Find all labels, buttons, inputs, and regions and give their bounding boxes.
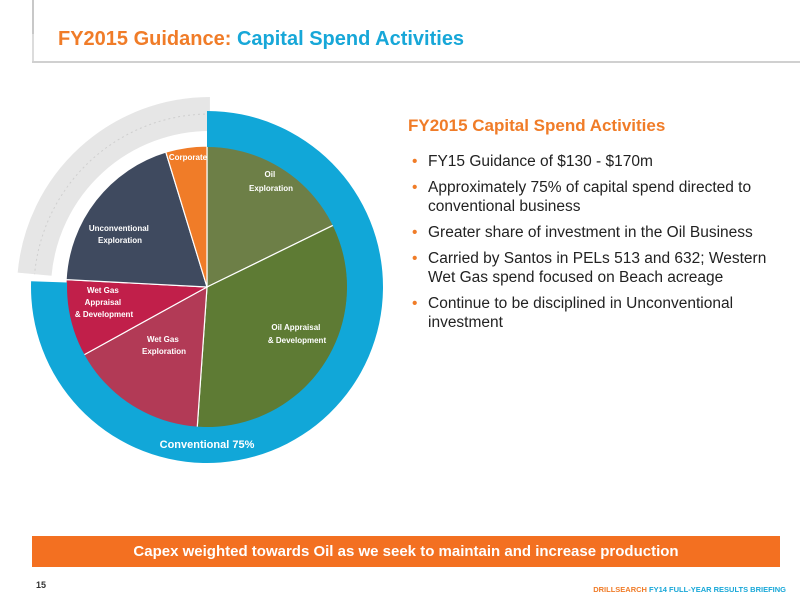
bullet-dot-icon: •: [412, 224, 418, 241]
bullet-dot-icon: •: [412, 179, 418, 196]
conventional-ring-label: Conventional 75%: [160, 439, 255, 451]
bullet-list: • FY15 Guidance of $130 - $170m • Approxim…: [410, 152, 785, 339]
label-line: & Development: [75, 310, 134, 319]
bullet-dot-icon: •: [412, 153, 418, 170]
slice-labels: Oil Exploration Oil Appraisal & Developm…: [75, 153, 327, 356]
label-line: Exploration: [142, 347, 186, 356]
label-corporate: Corporate: [169, 153, 208, 162]
bullet-item: • Continue to be disciplined in Unconvent…: [410, 294, 785, 332]
label-line: Appraisal: [85, 298, 121, 307]
bullet-text: Greater share of investment in the Oil B…: [428, 224, 753, 241]
label-line: Oil Appraisal: [271, 323, 320, 332]
label-wet-gas-exploration: Wet Gas Exploration: [142, 335, 186, 356]
bullet-dot-icon: •: [412, 250, 418, 267]
label-oil-appraisal-development: Oil Appraisal & Development: [268, 323, 327, 345]
footer-caption: FY14 FULL-YEAR RESULTS BRIEFING: [649, 585, 786, 594]
bullet-text: FY15 Guidance of $130 - $170m: [428, 153, 653, 170]
page-number: 15: [36, 580, 47, 590]
key-message-banner: Capex weighted towards Oil as we seek to…: [32, 536, 780, 567]
outer-ring-guide: [17, 97, 211, 277]
slice-unconventional-exploration: [65, 151, 208, 288]
label-line: Wet Gas: [87, 286, 119, 295]
label-line: Oil: [265, 170, 276, 179]
header-accent-rule-lower: [32, 34, 34, 62]
label-line: Unconventional: [89, 224, 149, 233]
label-line: & Development: [268, 336, 327, 345]
footer-brand-name: DRILLSEARCH: [593, 585, 647, 594]
bullet-item: • Approximately 75% of capital spend dire…: [410, 178, 785, 216]
label-line: Exploration: [249, 184, 293, 193]
bullet-item: • Carried by Santos in PELs 513 and 632; …: [410, 249, 785, 287]
label-line: Corporate: [169, 153, 208, 162]
slice-corporate: [165, 145, 208, 288]
header-accent-rule: [32, 0, 34, 34]
page-title-prefix: FY2015 Guidance:: [58, 28, 232, 50]
label-oil-exploration: Oil Exploration: [249, 170, 293, 193]
title-divider: [32, 61, 800, 63]
panel-subheading: FY2015 Capital Spend Activities: [408, 116, 666, 135]
page-title-highlight: Capital Spend Activities: [236, 28, 465, 50]
bullet-text: Approximately 75% of capital spend direc…: [428, 179, 752, 215]
capital-spend-pie-chart: Oil Exploration Oil Appraisal & Developm…: [17, 97, 384, 463]
footer-brand: DRILLSEARCH FY14 FULL-YEAR RESULTS BRIEF…: [593, 585, 786, 594]
label-line: Wet Gas: [147, 335, 179, 344]
label-line: Exploration: [98, 236, 142, 245]
bullet-text: Continue to be disciplined in Unconventi…: [428, 295, 734, 331]
bullet-item: • FY15 Guidance of $130 - $170m: [410, 152, 785, 171]
bullet-dot-icon: •: [412, 295, 418, 312]
label-wet-gas-appraisal-development: Wet Gas Appraisal & Development: [75, 286, 134, 319]
bullet-item: • Greater share of investment in the Oil …: [410, 223, 785, 242]
bullet-text: Carried by Santos in PELs 513 and 632; W…: [428, 250, 767, 286]
label-unconventional-exploration: Unconventional Exploration: [89, 224, 151, 245]
page-title: FY2015 Guidance: Capital Spend Activitie…: [58, 28, 464, 51]
pie-slices: [65, 145, 349, 429]
